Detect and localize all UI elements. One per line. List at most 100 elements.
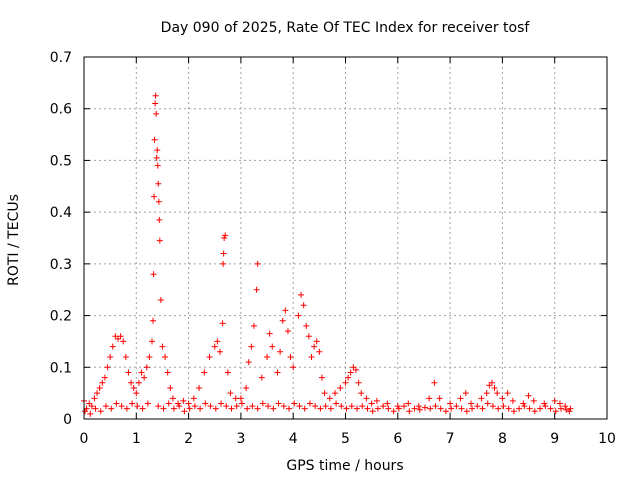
data-point — [516, 405, 523, 412]
data-point — [296, 403, 303, 410]
data-point — [364, 405, 371, 412]
data-point — [175, 400, 182, 407]
data-point — [223, 403, 230, 410]
data-point — [245, 359, 252, 366]
data-point — [109, 343, 116, 350]
data-point — [401, 403, 408, 410]
data-point — [201, 369, 208, 376]
data-point — [567, 405, 574, 412]
data-point — [211, 343, 218, 350]
data-point — [94, 390, 101, 397]
data-point — [287, 353, 294, 360]
data-point — [291, 400, 298, 407]
data-point — [190, 395, 197, 402]
data-point — [355, 379, 362, 386]
data-point — [160, 405, 167, 412]
data-point — [221, 235, 228, 241]
data-point — [92, 405, 99, 412]
data-point — [232, 395, 239, 402]
data-point — [333, 400, 340, 407]
plot-border — [83, 56, 608, 420]
data-point — [266, 330, 273, 337]
data-point — [301, 405, 308, 412]
data-point — [406, 408, 413, 415]
data-point — [186, 405, 193, 412]
data-point — [442, 408, 449, 415]
data-point — [421, 404, 428, 411]
x-tick-label: 4 — [289, 431, 298, 447]
data-point — [151, 136, 158, 143]
x-tick-label: 0 — [80, 431, 89, 447]
data-point — [264, 353, 271, 360]
x-tick-label: 9 — [550, 431, 559, 447]
data-point — [253, 286, 260, 293]
data-point — [300, 302, 307, 309]
data-point — [155, 198, 162, 205]
x-tick-label: 10 — [598, 431, 616, 447]
data-point — [154, 147, 161, 154]
data-point — [154, 162, 161, 169]
data-point — [295, 312, 302, 319]
data-point — [337, 384, 344, 391]
data-point — [214, 338, 221, 345]
data-point — [462, 390, 469, 397]
data-point — [537, 405, 544, 412]
data-point — [547, 405, 554, 412]
data-point — [197, 405, 204, 412]
data-point — [280, 403, 287, 410]
data-point — [394, 403, 401, 410]
data-point — [130, 384, 137, 391]
data-point — [227, 390, 234, 397]
data-point — [369, 408, 376, 415]
data-point — [303, 322, 310, 329]
y-tick-label: 0.2 — [50, 309, 72, 325]
x-tick-label: 6 — [393, 431, 402, 447]
y-tick-label: 0.7 — [50, 50, 72, 66]
data-point — [332, 390, 339, 397]
data-point — [108, 405, 115, 412]
data-point — [101, 374, 108, 381]
data-point — [385, 405, 392, 412]
data-point — [87, 410, 94, 417]
x-tick-label: 5 — [341, 431, 350, 447]
data-point — [99, 379, 106, 386]
data-point — [125, 369, 132, 376]
data-point — [384, 400, 391, 407]
data-point — [541, 400, 548, 407]
data-point — [345, 374, 352, 381]
data-point — [181, 408, 188, 415]
data-point — [499, 395, 506, 402]
data-point — [468, 400, 475, 407]
data-point — [113, 400, 120, 407]
data-point — [156, 216, 163, 223]
data-point — [159, 343, 166, 350]
data-point — [176, 403, 183, 410]
data-point — [526, 405, 533, 412]
data-point — [463, 408, 470, 415]
data-point — [269, 343, 276, 350]
x-tick-label: 3 — [236, 431, 245, 447]
x-tick-label: 2 — [184, 431, 193, 447]
data-point — [144, 400, 151, 407]
data-point — [151, 193, 158, 200]
data-point — [133, 390, 140, 397]
data-point — [374, 405, 381, 412]
data-point — [153, 110, 160, 117]
data-point — [97, 408, 104, 415]
data-point — [298, 291, 305, 298]
data-point — [395, 405, 402, 412]
data-point — [122, 353, 129, 360]
data-point — [152, 100, 159, 107]
data-point — [469, 405, 476, 412]
data-point — [86, 400, 93, 407]
data-point — [347, 369, 354, 376]
data-point — [162, 353, 169, 360]
data-point — [279, 317, 286, 324]
data-point — [350, 364, 357, 371]
data-point — [238, 400, 245, 407]
y-tick-label: 0.1 — [50, 360, 72, 376]
data-point — [170, 405, 177, 412]
data-point — [431, 379, 438, 386]
data-point — [505, 405, 512, 412]
data-point — [380, 403, 387, 410]
